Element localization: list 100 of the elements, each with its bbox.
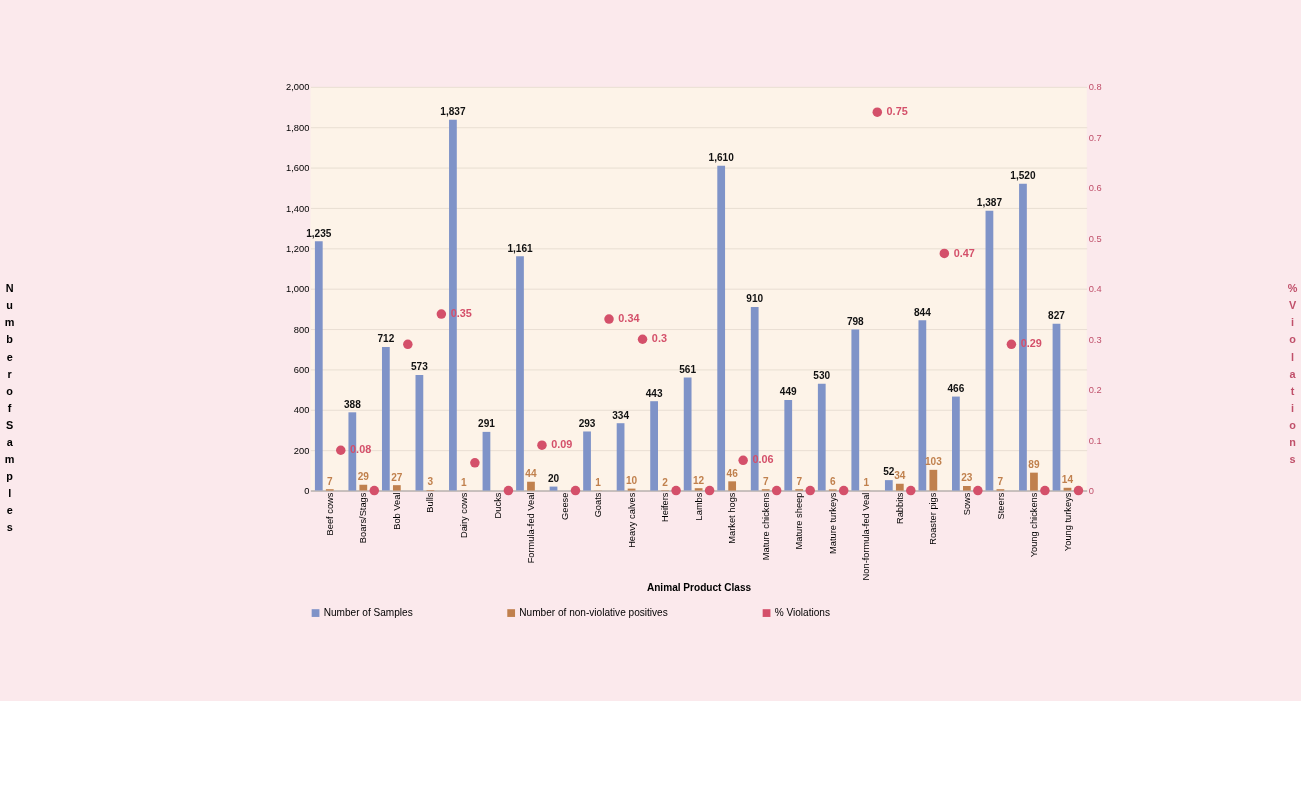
y2-tick-label: 0.4: [1088, 284, 1102, 295]
data-label: 0.09: [551, 438, 573, 451]
text: % Violations: [1287, 282, 1298, 466]
data-label: 29: [357, 471, 370, 483]
legend-label: Number of non-violative positives: [519, 607, 668, 619]
y2-tick-label: 0.1: [1088, 435, 1102, 446]
data-label: 449: [779, 386, 798, 398]
y-tick-label: 1,200: [286, 243, 310, 254]
point: [436, 309, 447, 319]
data-label: 827: [1048, 310, 1066, 322]
bar: [918, 320, 927, 491]
data-label: 334: [612, 409, 630, 421]
point: [771, 485, 782, 496]
point: [570, 485, 581, 496]
y2-tick-label: 0.7: [1088, 132, 1102, 143]
data-label: 1: [595, 476, 602, 488]
data-label: 44: [525, 468, 537, 480]
point: [604, 314, 614, 324]
data-label: 7: [796, 475, 803, 487]
x-tick-label: Non-formula-fed Veal: [861, 492, 872, 581]
data-label: 10: [625, 474, 638, 486]
bar: [884, 480, 893, 491]
x-tick-label: Market hogs: [727, 492, 738, 544]
bar: [895, 483, 904, 491]
bar: [359, 484, 368, 491]
point: [973, 485, 983, 496]
point: [503, 485, 514, 496]
y2-tick-label: 0.5: [1088, 233, 1102, 244]
bar: [650, 401, 658, 491]
bar: [1052, 323, 1061, 491]
x-tick-label: Heifers: [660, 492, 671, 523]
x-tick-label: Heavy calves: [626, 492, 637, 548]
point: [805, 485, 815, 496]
data-label: 0.75: [886, 105, 908, 118]
bar: [851, 329, 860, 491]
x-tick-label: Mature turkeys: [827, 492, 838, 555]
bar: [381, 346, 390, 491]
x-tick-label: Lambs: [693, 492, 704, 521]
bar: [527, 481, 535, 491]
y2-tick-label: 0: [1088, 486, 1094, 497]
data-label: 561: [679, 363, 697, 375]
data-label: 530: [813, 369, 831, 381]
y-tick-label: 1,800: [286, 122, 310, 133]
point: [738, 455, 748, 466]
data-label: 34: [894, 470, 906, 482]
y2-tick-label: 0.3: [1088, 334, 1102, 345]
data-label: 1,520: [1010, 170, 1036, 182]
y-tick-label: 600: [293, 365, 310, 376]
data-label: 466: [947, 382, 965, 394]
data-label: 52: [883, 466, 895, 478]
point: [906, 485, 916, 496]
bar: [1030, 472, 1038, 491]
data-label: 0.34: [618, 312, 640, 325]
data-label: 798: [846, 315, 865, 327]
x-axis-title: Animal Product Class: [646, 582, 752, 594]
data-label: 1: [461, 476, 468, 488]
point: [838, 485, 849, 496]
data-label: 1,161: [507, 242, 533, 254]
point: [336, 445, 346, 455]
bar: [694, 488, 703, 491]
data-label: 7: [326, 475, 333, 487]
y-tick-label: 400: [293, 405, 310, 416]
x-tick-label: Mature chickens: [760, 492, 771, 561]
x-tick-label: Young chickens: [1029, 492, 1040, 558]
data-label: 443: [645, 387, 663, 399]
data-label: 6: [829, 475, 836, 487]
data-label: 1,610: [708, 152, 735, 164]
point: [1040, 485, 1050, 496]
x-tick-label: Formula-fed Veal: [526, 492, 537, 564]
data-label: 7: [762, 475, 769, 487]
point: [939, 248, 950, 259]
bar: [583, 431, 591, 491]
y-tick-label: 2,000: [286, 82, 310, 93]
data-label: 14: [1061, 474, 1074, 486]
text: Number of Samples: [4, 282, 15, 534]
bar: [817, 383, 826, 491]
bar: [616, 423, 625, 491]
y-tick-label: 0: [304, 486, 310, 497]
data-label: 291: [478, 418, 496, 430]
x-tick-label: Steers: [995, 492, 1006, 520]
x-tick-label: Goats: [593, 492, 604, 518]
x-tick-label: Rabbits: [894, 492, 905, 525]
x-tick-label: Boars/Stags: [358, 492, 369, 544]
point: [369, 485, 380, 496]
bar: [314, 241, 323, 491]
y-tick-label: 1,000: [286, 284, 310, 295]
data-label: 27: [391, 471, 403, 483]
point: [637, 334, 648, 344]
bar: [985, 210, 994, 491]
data-label: 46: [726, 467, 739, 479]
data-label: 20: [547, 472, 560, 484]
x-tick-label: Ducks: [492, 492, 503, 519]
data-label: 1,387: [976, 197, 1003, 209]
point: [704, 485, 715, 496]
x-tick-label: Young turkeys: [1062, 492, 1073, 552]
data-label: 23: [961, 472, 973, 484]
data-label: 89: [1028, 458, 1040, 470]
y2-tick-label: 0.8: [1088, 82, 1102, 93]
bar: [717, 165, 726, 491]
data-label: 1: [863, 476, 870, 488]
